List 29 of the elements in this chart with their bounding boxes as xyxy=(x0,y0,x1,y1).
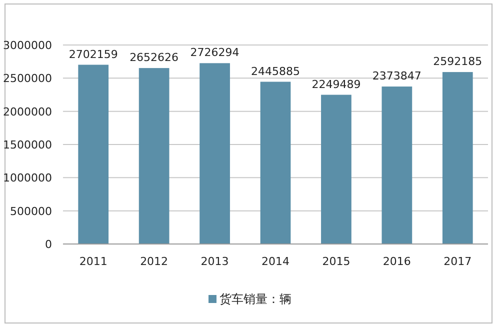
y-tick-label: 500000 xyxy=(10,204,52,218)
legend-label: 货车销量：辆 xyxy=(220,292,292,306)
x-tick-label: 2014 xyxy=(262,255,290,268)
data-label: 2249489 xyxy=(312,78,361,91)
y-tick-label: 2500000 xyxy=(3,72,52,86)
data-label: 2373847 xyxy=(372,70,422,83)
y-tick-label: 1000000 xyxy=(3,172,52,185)
y-tick-label: 2000000 xyxy=(3,105,52,118)
bar xyxy=(260,82,291,244)
bar xyxy=(78,64,109,244)
bar xyxy=(200,63,230,244)
bar xyxy=(442,72,473,244)
x-tick-label: 2012 xyxy=(140,255,168,268)
bar xyxy=(138,68,170,244)
y-tick-label: 1500000 xyxy=(3,138,52,152)
x-tick-label: 2016 xyxy=(382,255,411,268)
data-label: 2592185 xyxy=(433,55,482,68)
data-label: 2652626 xyxy=(130,51,179,64)
x-tick-label: 2013 xyxy=(200,255,229,268)
x-tick-label: 2017 xyxy=(444,255,472,268)
bar xyxy=(321,94,352,244)
x-tick-label: 2011 xyxy=(79,255,108,268)
bar xyxy=(382,86,412,244)
y-tick-label: 0 xyxy=(45,238,52,251)
x-tick-label: 2015 xyxy=(322,255,350,268)
y-tick-label: 3000000 xyxy=(3,39,52,52)
data-label: 2445885 xyxy=(251,64,300,78)
data-label: 2726294 xyxy=(190,46,240,60)
data-label: 2702159 xyxy=(68,48,118,61)
